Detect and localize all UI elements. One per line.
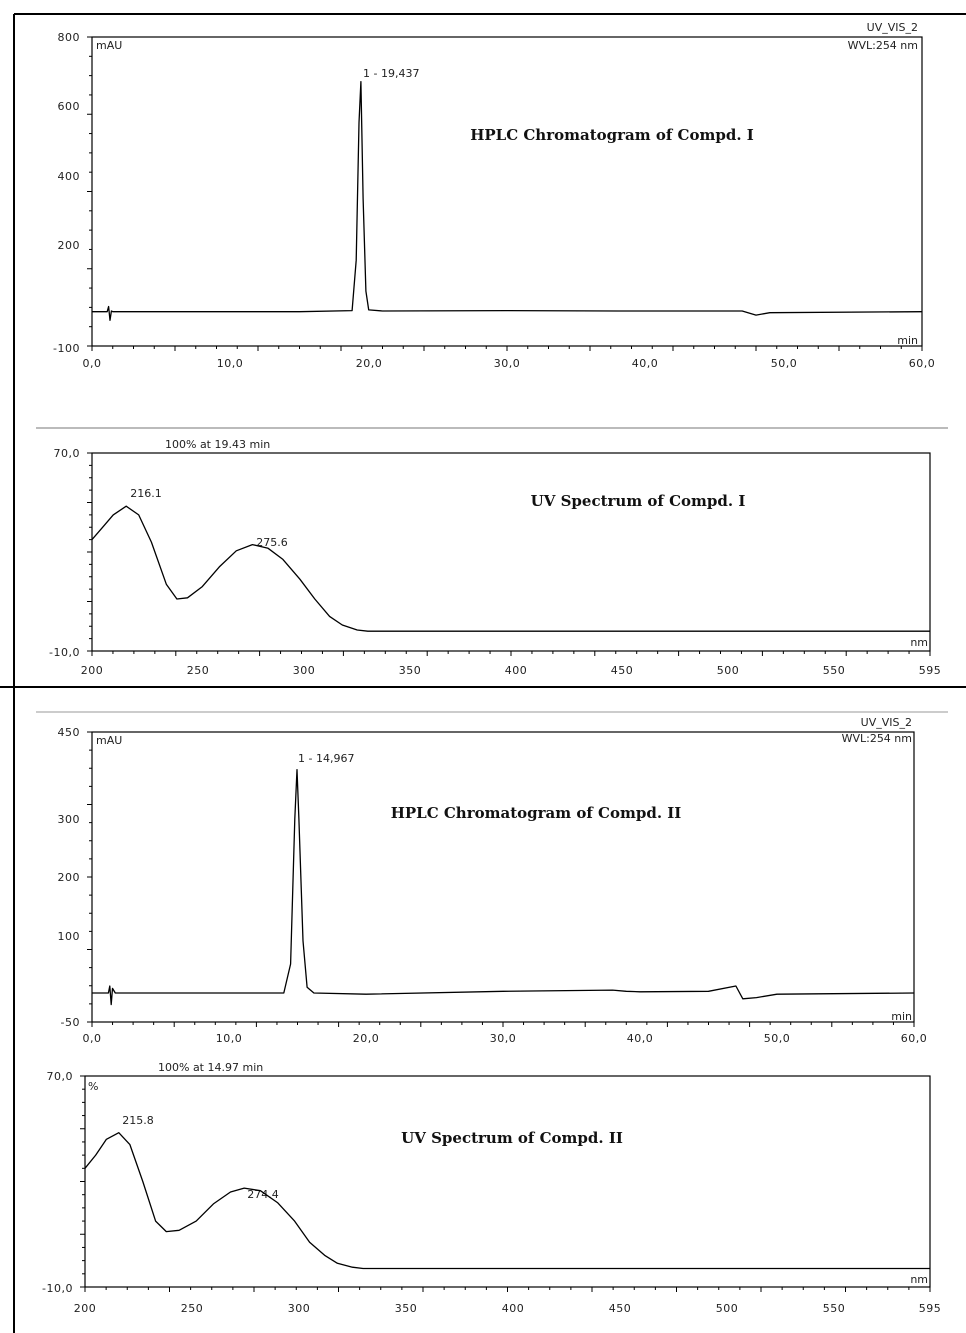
y-tick-label: 400 [58,170,81,183]
y-tick-labels: -10,0 70,0 [42,1070,74,1295]
ylabel: mAU [96,734,122,747]
series-line [92,80,923,321]
corner-label-1: UV_VIS_2 [867,21,918,34]
x-tick-label: 250 [181,1302,204,1315]
y-tick-label: 200 [58,239,81,252]
x-tick-label: 250 [187,664,210,677]
y-tick-label: 200 [58,871,81,884]
chart-subtitle: 100% at 19.43 min [165,438,270,451]
panel-uv-compd-2: 100% at 14.97 min % UV Spectrum of Compd… [42,1061,941,1315]
x-tick-label: 400 [505,664,528,677]
xlabel: nm [910,1273,928,1286]
xlabel: min [897,334,918,347]
x-tick-label: 50,0 [771,357,798,370]
plot-frame [91,452,931,652]
series-group [87,731,915,1027]
xlabel: min [891,1010,912,1023]
x-tick-label: 500 [717,664,740,677]
y-tick-label: 450 [58,726,81,739]
x-tick-label: 60,0 [909,357,936,370]
x-tick-label: 10,0 [216,1032,243,1045]
x-tick-label: 30,0 [490,1032,517,1045]
x-tick-label: 400 [502,1302,525,1315]
y-tick-label: 600 [58,100,81,113]
plot-frame [91,36,923,347]
x-tick-label: 50,0 [764,1032,791,1045]
y-tick-label: 300 [58,813,81,826]
x-tick-label: 450 [609,1302,632,1315]
page-frame [0,13,966,1333]
ylabel: mAU [96,39,122,52]
x-tick-label: 40,0 [632,357,659,370]
y-tick-label: -10,0 [49,646,80,659]
peak-label: 275.6 [256,536,288,549]
series-group [87,36,923,351]
x-tick-label: 300 [288,1302,311,1315]
x-tick-label: 500 [716,1302,739,1315]
x-tick-labels: 200 250 300 350 400 450 500 550 595 [74,1302,942,1315]
ylabel: % [88,1080,98,1093]
x-tick-label: 0,0 [83,357,102,370]
chart-title: UV Spectrum of Compd. II [401,1129,623,1147]
panel-uv-compd-1: 100% at 19.43 min UV Spectrum of Compd. … [49,438,941,677]
x-tick-label: 200 [74,1302,97,1315]
peak-label: 1 - 19,437 [363,67,419,80]
y-tick-labels: -50 100 200 300 450 [58,726,81,1029]
x-tick-label: 40,0 [627,1032,654,1045]
chart-title: UV Spectrum of Compd. I [531,492,746,510]
chart-subtitle: 100% at 14.97 min [158,1061,263,1074]
peak-label: 215.8 [122,1114,154,1127]
y-tick-label: 70,0 [47,1070,74,1083]
x-tick-label: 550 [823,664,846,677]
chart-title: HPLC Chromatogram of Compd. I [470,126,754,144]
x-tick-label: 595 [919,1302,942,1315]
corner-label-2: WVL:254 nm [848,39,918,52]
x-tick-label: 300 [293,664,316,677]
corner-label-2: WVL:254 nm [842,732,912,745]
peak-label: 216.1 [130,487,162,500]
x-tick-label: 20,0 [353,1032,380,1045]
plot-frame [84,1075,931,1288]
panel-hplc-compd-1: mAU UV_VIS_2 WVL:254 nm HPLC Chromatogra… [53,21,935,370]
x-tick-labels: 0,0 10,0 20,0 30,0 40,0 50,0 60,0 [83,357,936,370]
y-tick-labels: -100 200 400 600 800 [53,31,81,355]
x-tick-label: 350 [395,1302,418,1315]
plot-frame [91,731,915,1023]
peak-label: 1 - 14,967 [298,752,354,765]
x-tick-label: 200 [81,664,104,677]
series-group [87,452,931,656]
x-tick-label: 30,0 [494,357,521,370]
y-tick-label: 70,0 [54,447,81,460]
series-line [84,1132,930,1270]
x-tick-label: 550 [823,1302,846,1315]
x-tick-label: 595 [919,664,942,677]
panel-hplc-compd-2: mAU UV_VIS_2 WVL:254 nm HPLC Chromatogra… [58,716,928,1045]
x-tick-label: 10,0 [217,357,244,370]
corner-label-1: UV_VIS_2 [861,716,912,729]
x-tick-label: 0,0 [83,1032,102,1045]
y-tick-label: -100 [53,342,80,355]
chart-title: HPLC Chromatogram of Compd. II [391,804,682,822]
series-line [91,505,930,632]
y-tick-label: 100 [58,930,81,943]
y-tick-labels: -10,0 70,0 [49,447,81,659]
x-tick-label: 60,0 [901,1032,928,1045]
x-tick-labels: 0,0 10,0 20,0 30,0 40,0 50,0 60,0 [83,1032,928,1045]
series-group [80,1075,931,1292]
x-tick-label: 350 [399,664,422,677]
y-tick-label: -10,0 [42,1282,73,1295]
xlabel: nm [910,636,928,649]
y-tick-label: -50 [61,1016,80,1029]
y-tick-label: 800 [58,31,81,44]
x-tick-labels: 200 250 300 350 400 450 500 550 595 [81,664,942,677]
series-line [92,769,915,1006]
x-tick-label: 20,0 [356,357,383,370]
x-tick-label: 450 [611,664,634,677]
